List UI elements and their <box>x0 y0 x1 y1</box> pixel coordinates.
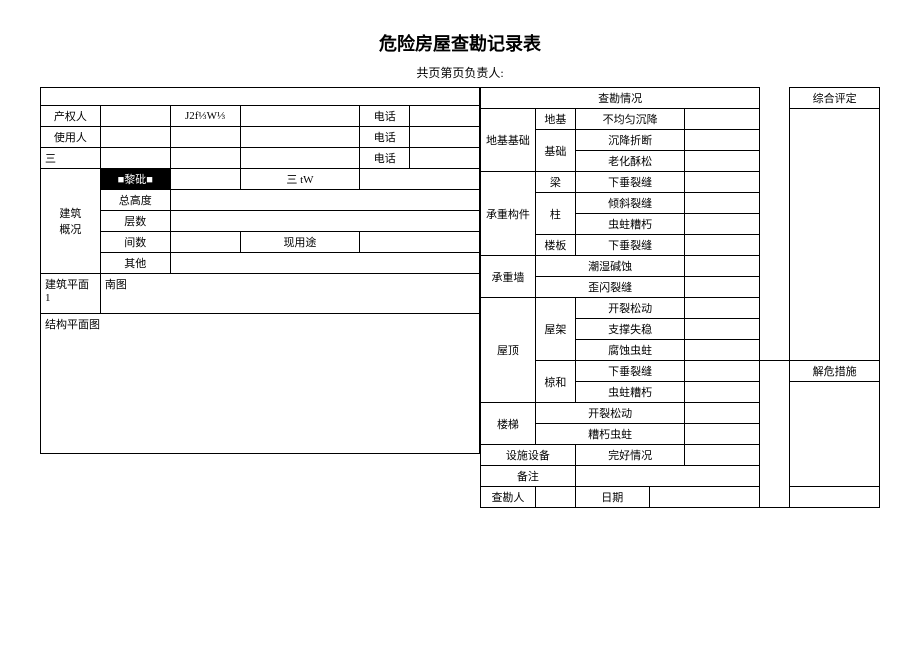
purlin-rot: 虫蛀糟朽 <box>575 382 685 403</box>
rooms-label: 间数 <box>100 232 170 253</box>
building-overview-label: 建筑 概况 <box>41 169 101 274</box>
floors-label: 层数 <box>100 211 170 232</box>
right-table: 查勘情况 综合评定 地基基础 地基 不均匀沉降 基础 沉降折断 老化酥松 承重构… <box>480 87 880 508</box>
black-cell: ■黎砒■ <box>100 169 170 190</box>
foundation-base-label: 地基基础 <box>481 109 536 172</box>
plan-label: 建筑平面 1 <box>41 274 101 314</box>
termite-rot: 虫蛀糟朽 <box>575 214 685 235</box>
facility-label: 设施设备 <box>481 445 576 466</box>
foundation-label: 基础 <box>535 130 575 172</box>
current-use-label: 现用途 <box>240 232 360 253</box>
comprehensive-label: 综合评定 <box>790 88 880 109</box>
hazard-measure-label: 解危措施 <box>790 361 880 382</box>
roof-label: 屋顶 <box>481 298 536 403</box>
left-table: 产权人 J2f⅓W⅓ 电话 使用人 电话 三 电话 建筑 概况 <box>40 87 480 454</box>
settle-break: 沉降折断 <box>575 130 685 151</box>
support-fail: 支撑失稳 <box>575 319 685 340</box>
purlin-label: 椋和 <box>535 361 575 403</box>
struct-plan-cell: 结构平面图 <box>41 314 480 454</box>
owner-label: 产权人 <box>41 106 101 127</box>
slab-crack: 下垂裂缝 <box>575 235 685 256</box>
phone-label-3: 电话 <box>360 148 410 169</box>
bearing-member-label: 承重构件 <box>481 172 536 256</box>
user-label: 使用人 <box>41 127 101 148</box>
aging-loose: 老化酥松 <box>575 151 685 172</box>
condition-label: 完好情况 <box>575 445 685 466</box>
inspector-label: 查勘人 <box>481 487 536 508</box>
beam-crack: 下垂裂缝 <box>575 172 685 193</box>
page-title: 危险房屋查勘记录表 <box>40 30 880 56</box>
owner-code: J2f⅓W⅓ <box>170 106 240 127</box>
date-label: 日期 <box>576 487 649 507</box>
roof-frame-label: 屋架 <box>535 298 575 361</box>
tilt-crack: 倾斜裂缝 <box>575 193 685 214</box>
main-container: 产权人 J2f⅓W⅓ 电话 使用人 电话 三 电话 建筑 概况 <box>40 87 880 508</box>
south-map: 南图 <box>100 274 479 314</box>
wet-erosion: 潮湿碱蚀 <box>535 256 685 277</box>
beam-label: 梁 <box>535 172 575 193</box>
floor-slab-label: 楼板 <box>535 235 575 256</box>
inspection-header: 查勘情况 <box>481 88 760 109</box>
corrosion: 腐蚀虫蛀 <box>575 340 685 361</box>
phone-label-2: 电话 <box>360 127 410 148</box>
three-label: 三 <box>41 148 101 169</box>
bearing-wall-label: 承重墙 <box>481 256 536 298</box>
purlin-crack: 下垂裂缝 <box>575 361 685 382</box>
stair-crack: 开裂松动 <box>535 403 685 424</box>
tw-label: 三 tW <box>240 169 360 190</box>
column-label: 柱 <box>535 193 575 235</box>
crack-loose: 开裂松动 <box>575 298 685 319</box>
total-height-label: 总高度 <box>100 190 170 211</box>
flash-crack: 歪闪裂缝 <box>535 277 685 298</box>
stair-rot: 糟朽虫蛀 <box>535 424 685 445</box>
stairs-label: 楼梯 <box>481 403 536 445</box>
other-label: 其他 <box>100 253 170 274</box>
phone-label-1: 电话 <box>360 106 410 127</box>
uneven-settle: 不均匀沉降 <box>575 109 685 130</box>
remark-label: 备注 <box>481 466 576 487</box>
ground-base-label: 地基 <box>535 109 575 130</box>
page-subtitle: 共页第页负责人: <box>40 64 880 81</box>
